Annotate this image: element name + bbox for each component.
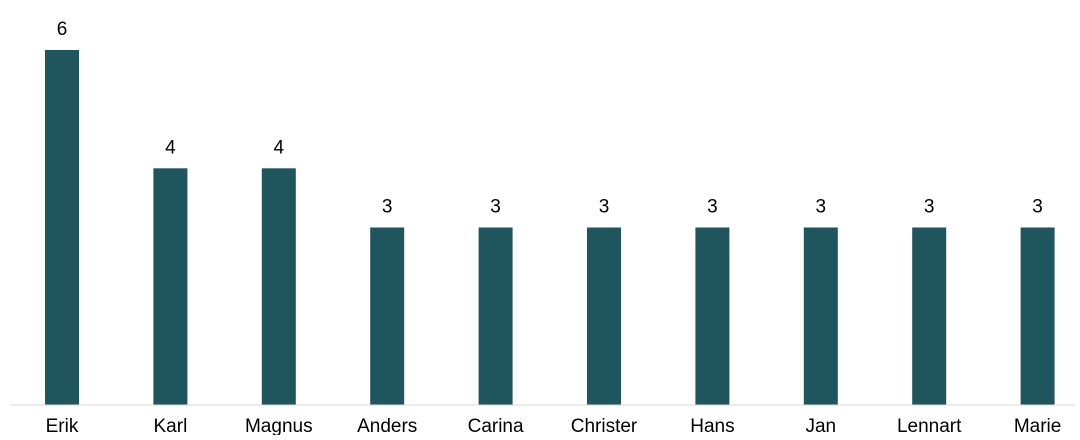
bar-erik xyxy=(45,50,79,405)
bar-marie xyxy=(1020,227,1055,405)
bar-karl xyxy=(153,168,188,405)
category-label-karl: Karl xyxy=(154,416,188,435)
data-labels-group: 6 4 4 3 3 3 3 3 3 3 xyxy=(57,19,1043,218)
bars-group xyxy=(45,50,1055,405)
category-label-christer: Christer xyxy=(571,416,638,435)
category-label-jan: Jan xyxy=(805,416,836,435)
bar-jan xyxy=(803,227,838,405)
category-label-hans: Hans xyxy=(690,416,734,435)
bar-christer xyxy=(587,227,621,405)
data-label-hans: 3 xyxy=(707,197,718,218)
data-label-marie: 3 xyxy=(1032,197,1043,218)
category-label-anders: Anders xyxy=(357,416,417,435)
data-label-anders: 3 xyxy=(382,197,393,218)
category-label-carina: Carina xyxy=(468,416,524,435)
category-label-magnus: Magnus xyxy=(245,416,313,435)
category-label-erik: Erik xyxy=(46,416,79,435)
category-label-marie: Marie xyxy=(1014,416,1062,435)
data-label-christer: 3 xyxy=(599,197,610,218)
bar-carina xyxy=(478,227,513,405)
data-label-carina: 3 xyxy=(490,197,501,218)
data-label-jan: 3 xyxy=(816,197,827,218)
data-label-magnus: 4 xyxy=(274,137,285,158)
category-labels-group: Erik Karl Magnus Anders Carina Christer Hans Ja… xyxy=(46,416,1062,437)
bar-anders xyxy=(370,227,405,405)
data-label-karl: 4 xyxy=(165,137,176,158)
bar-hans xyxy=(695,227,730,405)
bar-lennart xyxy=(912,227,947,405)
category-label-lennart: Lennart xyxy=(897,416,962,435)
data-label-lennart: 3 xyxy=(924,197,935,218)
data-label-erik: 6 xyxy=(57,19,68,40)
bar-magnus xyxy=(261,168,296,405)
